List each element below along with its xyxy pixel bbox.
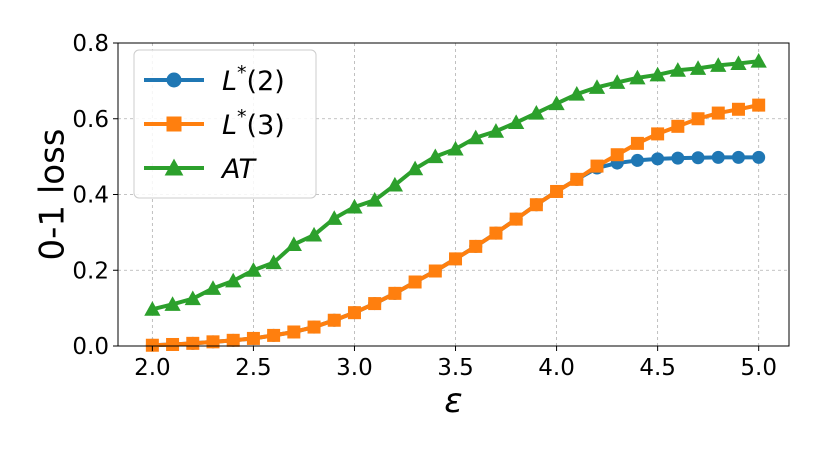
- data-point: [226, 333, 240, 347]
- legend-marker: [166, 72, 182, 88]
- data-point: [145, 338, 159, 352]
- data-point: [206, 335, 220, 349]
- data-point: [590, 159, 604, 173]
- data-point: [489, 226, 503, 240]
- data-point: [752, 150, 766, 164]
- plot-area: [144, 53, 767, 352]
- data-point: [164, 296, 181, 311]
- data-point: [691, 151, 705, 165]
- data-point: [730, 55, 747, 70]
- data-point: [327, 313, 341, 327]
- data-point: [508, 114, 525, 130]
- data-point: [307, 320, 321, 334]
- data-point: [630, 153, 644, 167]
- data-point: [326, 210, 343, 225]
- data-point: [406, 160, 424, 176]
- x-tick-label: 2.5: [235, 355, 272, 381]
- axis-ticks: 2.0 2.5 3.0 3.5 4.0 4.5 5.0 0.0 0.2 0.4 0.6 0.8: [72, 31, 777, 381]
- data-point: [509, 212, 523, 226]
- data-point: [752, 98, 766, 112]
- data-point: [629, 69, 646, 85]
- data-point: [710, 57, 727, 72]
- legend: L*(2) L*(3) AT: [133, 49, 317, 199]
- legend-label: AT: [220, 154, 258, 185]
- y-tick-label: 0.8: [72, 31, 109, 57]
- data-point: [166, 337, 180, 351]
- data-point: [487, 123, 505, 138]
- y-axis-label: 0-1 loss: [33, 128, 73, 260]
- data-point: [731, 150, 745, 164]
- data-point: [408, 275, 422, 289]
- data-point: [287, 325, 301, 339]
- data-point: [346, 198, 363, 214]
- legend-label: L*(3): [222, 106, 285, 141]
- data-point: [649, 66, 666, 82]
- data-point: [529, 198, 543, 212]
- data-point: [651, 152, 665, 166]
- y-tick-label: 0.2: [72, 258, 109, 284]
- data-point: [548, 95, 565, 111]
- data-point: [711, 150, 725, 164]
- data-point: [731, 102, 745, 116]
- data-point: [388, 286, 402, 300]
- data-point: [366, 192, 383, 207]
- data-point: [285, 236, 302, 251]
- data-point: [245, 262, 262, 277]
- data-point: [347, 306, 361, 320]
- x-tick-label: 3.0: [336, 355, 373, 381]
- data-point: [568, 86, 585, 101]
- data-point: [651, 127, 665, 141]
- data-point: [427, 148, 444, 164]
- y-tick-label: 0.0: [72, 334, 109, 360]
- x-tick-label: 5.0: [740, 355, 777, 381]
- data-point: [588, 79, 606, 94]
- data-point: [246, 331, 260, 345]
- legend-marker: [164, 158, 184, 176]
- data-point: [671, 119, 685, 133]
- data-point: [689, 60, 707, 75]
- data-point: [570, 172, 584, 186]
- data-point: [144, 301, 161, 316]
- data-point: [630, 136, 644, 150]
- x-tick-label: 3.5: [437, 355, 474, 381]
- data-point: [467, 129, 484, 145]
- legend-label: L*(2): [222, 62, 285, 97]
- y-tick-label: 0.6: [72, 107, 109, 133]
- x-tick-label: 4.5: [639, 355, 676, 381]
- data-point: [669, 62, 686, 77]
- data-point: [386, 176, 404, 192]
- series-3: [144, 53, 767, 316]
- legend-marker: [166, 116, 182, 132]
- data-point: [447, 140, 464, 156]
- data-point: [750, 53, 767, 68]
- data-point: [368, 297, 382, 311]
- data-point: [550, 184, 564, 198]
- y-tick-label: 0.4: [72, 183, 109, 209]
- data-point: [267, 328, 281, 342]
- x-tick-label: 4.0: [538, 355, 575, 381]
- data-point: [528, 104, 545, 120]
- data-point: [469, 239, 483, 253]
- data-point: [225, 272, 242, 288]
- data-point: [204, 280, 222, 295]
- data-point: [691, 112, 705, 126]
- series-2: [145, 98, 766, 352]
- data-point: [305, 226, 323, 242]
- legend-box: [133, 49, 317, 199]
- x-tick-label: 2.0: [134, 355, 171, 381]
- data-point: [671, 151, 685, 165]
- data-point: [609, 74, 626, 89]
- data-point: [610, 148, 624, 162]
- data-point: [711, 106, 725, 120]
- data-point: [265, 254, 282, 270]
- data-point: [428, 264, 442, 278]
- data-point: [449, 252, 463, 266]
- data-point: [186, 336, 200, 350]
- x-axis-label: ε: [444, 381, 462, 421]
- data-point: [184, 290, 201, 306]
